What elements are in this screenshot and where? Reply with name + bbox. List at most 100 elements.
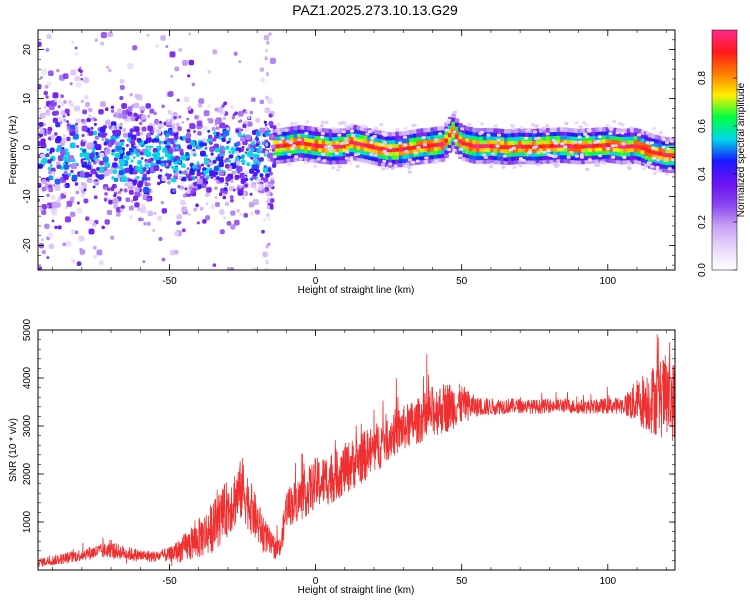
spectrogram-cell [129, 93, 133, 97]
spectrogram-cell [433, 142, 439, 148]
spectrogram-cell [146, 221, 151, 226]
spectrogram-cell [384, 155, 390, 160]
spectrogram-cell [48, 170, 52, 175]
spectrogram-cell [517, 151, 523, 157]
spectrogram-cell [279, 151, 285, 156]
spectrogram-cell [546, 153, 551, 157]
spectrogram-cell [381, 154, 386, 160]
spectrogram-cell [398, 131, 404, 136]
spectrogram-cell [209, 170, 215, 177]
spectrogram-cell [585, 135, 590, 139]
spectrogram-cell [46, 81, 52, 86]
spectrogram-cell [451, 121, 456, 126]
spectrogram-cell [196, 171, 202, 177]
spectrogram-cell [250, 147, 255, 152]
spectrogram-cell [119, 141, 124, 146]
spectrogram-cell [104, 186, 108, 190]
spectrogram-cell [486, 133, 491, 137]
spectrogram-cell [307, 149, 313, 155]
spectrogram-cell [284, 128, 289, 132]
spectrogram-cell [440, 137, 446, 143]
spectrogram-cell [423, 127, 428, 133]
spectrogram-cell [468, 142, 474, 148]
spectrogram-cell [412, 144, 418, 150]
spectrogram-y-tick-label: -20 [22, 238, 33, 253]
spectrogram-cell [40, 69, 47, 75]
spectrogram-cell [64, 216, 71, 223]
spectrogram-cell [370, 148, 376, 154]
spectrogram-cell [532, 132, 537, 138]
spectrogram-cell [398, 147, 404, 152]
spectrogram-cell [121, 103, 127, 109]
spectrogram-cell [612, 127, 618, 133]
spectrogram-cell [62, 73, 69, 79]
spectrogram-cell [381, 162, 386, 167]
spectrogram-cell [65, 206, 68, 210]
spectrogram-cell [647, 152, 653, 158]
spectrogram-cell [637, 144, 642, 149]
spectrogram-cell [216, 156, 221, 161]
spectrogram-cell [175, 146, 179, 150]
spectrogram-cell [286, 130, 292, 136]
spectrogram-cell [574, 121, 579, 125]
spectrogram-cell [300, 144, 306, 150]
spectrogram-cell [369, 152, 374, 156]
spectrogram-cell [349, 143, 355, 149]
spectrogram-cell [96, 167, 100, 171]
spectrogram-cell [290, 134, 295, 139]
spectrogram-cell [117, 133, 121, 137]
spectrogram-cell [482, 147, 488, 153]
snr-y-tick-label: 5000 [22, 318, 33, 341]
spectrogram-cell [146, 177, 151, 181]
spectrogram-cell [584, 123, 589, 127]
spectrogram-cell [426, 131, 432, 137]
spectrogram-cell [321, 155, 327, 161]
spectrogram-cell [171, 165, 174, 169]
spectrogram-cell [211, 127, 216, 132]
spectrogram-cell [637, 148, 642, 153]
spectrogram-cell [391, 135, 397, 141]
spectrogram-cell [300, 132, 306, 138]
spectrogram-cell [339, 142, 344, 145]
spectrogram-cell [651, 137, 656, 143]
spectrogram-cell [654, 146, 660, 152]
spectrogram-cell [108, 125, 113, 129]
spectrogram-cell [409, 153, 414, 158]
spectrogram-cell [186, 117, 190, 121]
spectrogram-cell [107, 143, 113, 148]
spectrogram-cell [40, 138, 46, 144]
spectrogram-cell [42, 122, 47, 127]
spectrogram-cell [219, 229, 225, 235]
spectrogram-cell [627, 162, 632, 166]
spectrogram-cell [104, 192, 108, 196]
spectrogram-cell [381, 167, 386, 171]
spectrogram-cell [205, 202, 209, 206]
spectrogram-cell [612, 135, 618, 141]
spectrogram-cell [311, 138, 316, 144]
spectrogram-cell [250, 178, 254, 182]
spectrogram-cell [229, 267, 235, 270]
spectrogram-cell [363, 158, 369, 164]
spectrogram-cell [270, 177, 274, 181]
spectrogram-cell [461, 137, 467, 142]
spectrogram-cell [76, 207, 83, 214]
spectrogram-cell [588, 131, 593, 137]
spectrogram-cell [598, 154, 603, 158]
spectrogram-cell [610, 144, 615, 148]
spectrogram-cell [188, 32, 191, 36]
spectrogram-cell [398, 154, 404, 160]
spectrogram-cell [236, 165, 243, 172]
spectrogram-cell [230, 210, 236, 216]
spectrogram-cell [416, 136, 421, 142]
spectrogram-cell [228, 150, 232, 154]
spectrogram-cell [416, 128, 421, 134]
colorbar-tick-label: 0.4 [697, 167, 708, 181]
spectrogram-cell [486, 139, 491, 145]
spectrogram-cell [172, 127, 178, 133]
spectrogram-cell [612, 159, 618, 164]
spectrogram-cell [92, 245, 97, 250]
spectrogram-cell [113, 177, 119, 182]
spectrogram-cell [193, 207, 198, 212]
spectrogram-cell [307, 141, 313, 147]
